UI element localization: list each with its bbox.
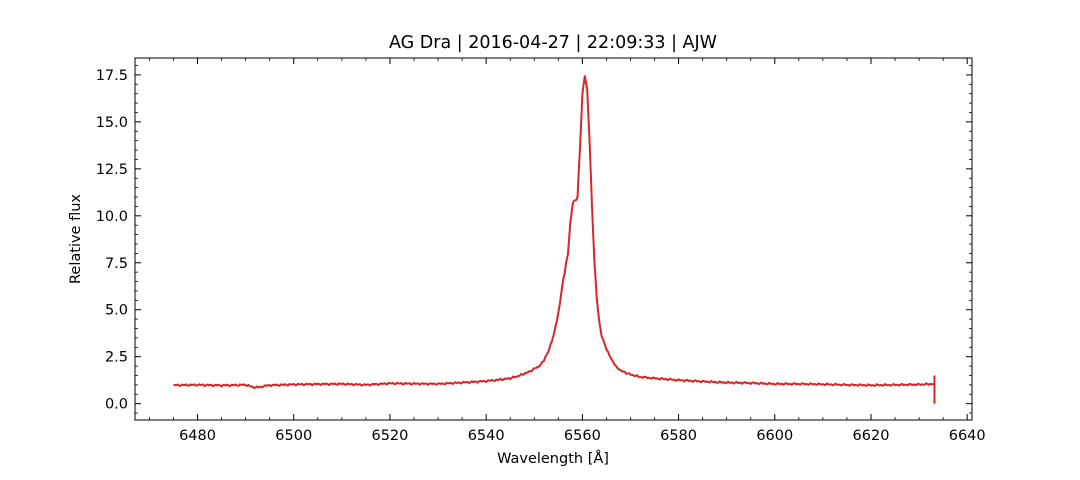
y-tick-label: 7.5 bbox=[105, 256, 128, 272]
y-axis-label: Relative flux bbox=[68, 194, 84, 284]
y-tick-label: 10.0 bbox=[96, 209, 128, 225]
y-tick-label: 2.5 bbox=[105, 350, 128, 366]
y-tick-label: 5.0 bbox=[105, 303, 128, 319]
x-tick-label: 6500 bbox=[275, 428, 312, 444]
axes-frame bbox=[134, 57, 973, 421]
y-tick-label: 17.5 bbox=[96, 68, 128, 84]
series-line-0 bbox=[173, 75, 935, 389]
x-tick-label: 6620 bbox=[853, 428, 890, 444]
plot-area bbox=[173, 75, 936, 404]
x-tick-label: 6580 bbox=[660, 428, 697, 444]
x-tick-label: 6520 bbox=[371, 428, 408, 444]
x-tick-label: 6600 bbox=[756, 428, 793, 444]
x-tick-label: 6560 bbox=[564, 428, 601, 444]
x-tick-label: 6640 bbox=[949, 428, 986, 444]
axis-ticks: 6480 6500 6520 6540 6560 6580 6600 6620 6640 0.0 2… bbox=[96, 58, 986, 444]
y-tick-label: 0.0 bbox=[105, 397, 128, 413]
x-tick-label: 6540 bbox=[468, 428, 505, 444]
y-tick-label: 12.5 bbox=[96, 162, 128, 178]
x-axis-label: Wavelength [Å] bbox=[497, 450, 609, 467]
y-tick-label: 15.0 bbox=[96, 115, 128, 131]
chart-title: AG Dra | 2016-04-27 | 22:09:33 | AJW bbox=[389, 33, 717, 53]
x-tick-label: 6480 bbox=[179, 428, 216, 444]
